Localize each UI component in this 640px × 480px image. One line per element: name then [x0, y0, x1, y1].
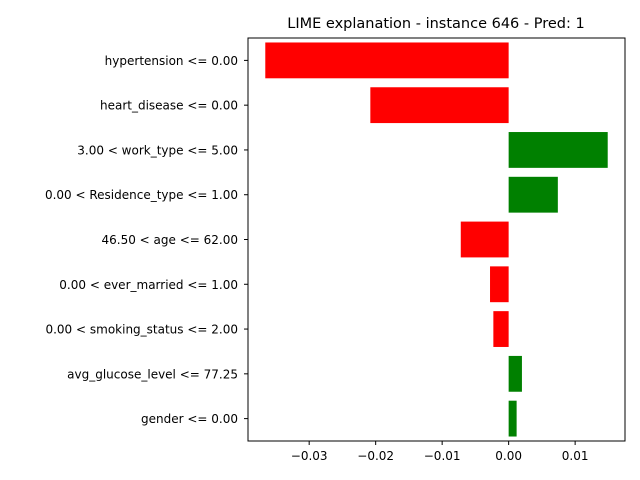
y-tick-label-7: avg_glucose_level <= 77.25 [67, 367, 238, 381]
x-ticks: −0.03 −0.02 −0.01 0.00 0.01 [291, 441, 589, 463]
bar-1 [370, 87, 509, 124]
y-tick-label-2: 3.00 < work_type <= 5.00 [77, 143, 238, 157]
x-tick-label-4: 0.01 [562, 449, 589, 463]
y-tick-label-5: 0.00 < ever_married <= 1.00 [59, 278, 238, 292]
y-tick-label-6: 0.00 < smoking_status <= 2.00 [45, 323, 238, 337]
bar-2 [508, 132, 608, 168]
y-tick-label-1: heart_disease <= 0.00 [100, 99, 238, 113]
y-tick-label-0: hypertension <= 0.00 [105, 54, 238, 68]
x-tick-label-1: −0.02 [357, 449, 394, 463]
bar-6 [493, 311, 509, 347]
bar-4 [460, 221, 509, 258]
x-tick-label-3: 0.00 [495, 449, 522, 463]
bar-3 [508, 176, 558, 213]
y-tick-labels: hypertension <= 0.00 heart_disease <= 0.0… [45, 54, 248, 426]
y-tick-label-8: gender <= 0.00 [141, 412, 238, 426]
bar-0 [265, 42, 509, 79]
x-tick-label-2: −0.01 [424, 449, 461, 463]
bar-5 [490, 266, 509, 303]
bar-7 [508, 355, 522, 392]
chart-title: LIME explanation - instance 646 - Pred: … [287, 16, 584, 32]
bars-group [265, 42, 608, 437]
bar-8 [508, 400, 517, 437]
y-tick-label-3: 0.00 < Residence_type <= 1.00 [45, 188, 238, 202]
y-tick-label-4: 46.50 < age <= 62.00 [102, 233, 238, 247]
x-tick-label-0: −0.03 [291, 449, 328, 463]
axes-frame [247, 37, 626, 442]
